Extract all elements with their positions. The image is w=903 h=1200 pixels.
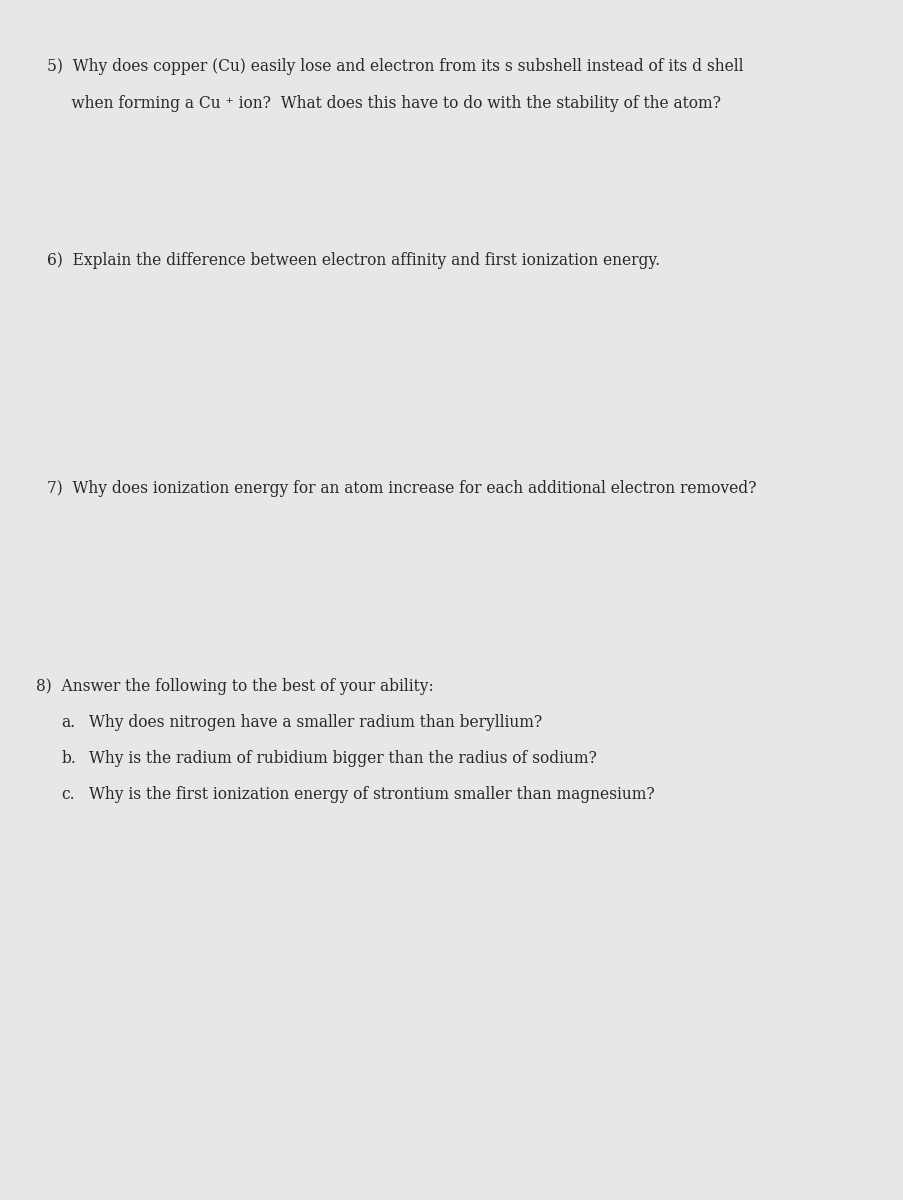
Text: c.: c.	[61, 786, 75, 803]
Text: 8)  Answer the following to the best of your ability:: 8) Answer the following to the best of y…	[36, 678, 433, 695]
Text: a.: a.	[61, 714, 76, 731]
Text: Why does nitrogen have a smaller radium than beryllium?: Why does nitrogen have a smaller radium …	[88, 714, 541, 731]
Text: 7)  Why does ionization energy for an atom increase for each additional electron: 7) Why does ionization energy for an ato…	[47, 480, 756, 497]
Text: when forming a Cu ⁺ ion?  What does this have to do with the stability of the at: when forming a Cu ⁺ ion? What does this …	[47, 95, 721, 112]
Text: b.: b.	[61, 750, 76, 767]
Text: Why is the first ionization energy of strontium smaller than magnesium?: Why is the first ionization energy of st…	[88, 786, 654, 803]
Text: 6)  Explain the difference between electron affinity and first ionization energy: 6) Explain the difference between electr…	[47, 252, 659, 269]
Text: Why is the radium of rubidium bigger than the radius of sodium?: Why is the radium of rubidium bigger tha…	[88, 750, 596, 767]
Text: 5)  Why does copper (Cu) easily lose and electron from its s subshell instead of: 5) Why does copper (Cu) easily lose and …	[47, 58, 742, 74]
